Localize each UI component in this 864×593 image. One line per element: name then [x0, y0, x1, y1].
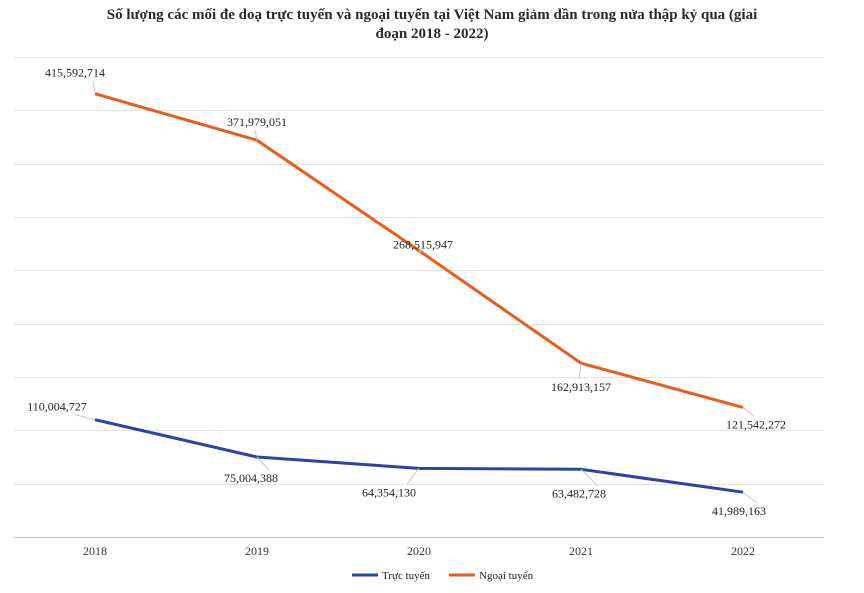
chart-title-line-1: Số lượng các mối đe doạ trực tuyến và ng…: [106, 7, 758, 23]
data-label-leader: [742, 406, 755, 417]
data-label: 121,542,272: [726, 417, 786, 431]
data-label-leader: [578, 363, 582, 380]
data-label: 64,354,130: [362, 485, 416, 499]
x-tick-label: 2022: [731, 544, 755, 558]
data-label-leader: [256, 456, 270, 471]
data-label: 110,004,727: [27, 400, 87, 414]
x-tick-label: 2018: [83, 544, 107, 558]
data-label: 415,592,714: [45, 66, 105, 80]
data-label: 63,482,728: [552, 486, 606, 500]
data-label: 371,979,051: [227, 115, 287, 129]
data-label-leader: [74, 414, 96, 421]
data-label: 41,989,163: [712, 504, 766, 518]
x-tick-label: 2021: [569, 544, 593, 558]
data-label-leader: [406, 468, 420, 485]
legend-label-truc-tuyen: Trực tuyến: [382, 570, 431, 582]
data-label-leader: [418, 250, 422, 253]
x-tick-label: 2020: [407, 544, 431, 558]
chart-title: Số lượng các mối đe doạ trực tuyến và ng…: [0, 6, 864, 44]
data-label: 268,515,947: [393, 238, 453, 252]
data-label-leader: [580, 468, 598, 486]
x-tick-label: 2019: [245, 544, 269, 558]
data-label-leader: [92, 80, 96, 94]
data-label: 75,004,388: [224, 471, 278, 485]
chart-title-line-2: đoạn 2018 - 2022): [375, 26, 489, 42]
data-label-leader: [254, 130, 258, 141]
data-label: 162,913,157: [551, 380, 611, 394]
data-label-leader: [742, 491, 758, 504]
legend-label-ngoai-tuyen: Ngoại tuyến: [479, 570, 534, 582]
